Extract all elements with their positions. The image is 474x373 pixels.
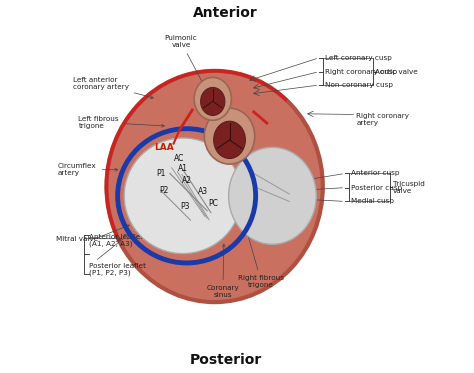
Text: Medial cusp: Medial cusp (351, 198, 394, 204)
Text: Circumflex
artery: Circumflex artery (58, 163, 118, 176)
Ellipse shape (107, 71, 323, 302)
Text: LAA: LAA (155, 143, 174, 152)
Ellipse shape (204, 108, 255, 164)
Ellipse shape (194, 78, 231, 120)
Text: Pulmonic
valve: Pulmonic valve (164, 35, 206, 88)
Ellipse shape (214, 121, 246, 159)
Text: P1: P1 (156, 169, 165, 178)
Text: Aortic valve: Aortic valve (375, 69, 418, 75)
Text: A3: A3 (198, 187, 209, 196)
Text: Posterior leaflet
(P1, P2, P3): Posterior leaflet (P1, P2, P3) (89, 263, 146, 276)
Text: Posterior: Posterior (190, 353, 262, 367)
Text: Right coronary
artery: Right coronary artery (356, 113, 410, 126)
Text: P3: P3 (180, 202, 190, 211)
Ellipse shape (201, 88, 225, 116)
Text: A1: A1 (178, 164, 188, 173)
Text: Non-coronary cusp: Non-coronary cusp (325, 82, 392, 88)
Text: Left coronary cusp: Left coronary cusp (325, 55, 392, 61)
Text: Left fibrous
trigone: Left fibrous trigone (79, 116, 164, 129)
Ellipse shape (228, 147, 316, 244)
Text: Mitral valve: Mitral valve (56, 236, 98, 242)
Text: Right coronary cusp: Right coronary cusp (325, 69, 397, 75)
Ellipse shape (124, 138, 242, 254)
Text: Coronary
sinus: Coronary sinus (207, 244, 239, 298)
Text: AC: AC (174, 154, 184, 163)
Text: Left anterior
coronary artery: Left anterior coronary artery (73, 78, 154, 98)
Text: Tricuspid
valve: Tricuspid valve (392, 181, 424, 194)
Text: Anterior cusp: Anterior cusp (351, 170, 399, 176)
Text: Posterior cusp: Posterior cusp (351, 185, 402, 191)
Text: P2: P2 (160, 186, 169, 195)
Text: Anterior leaflet
(A1, A2, A3): Anterior leaflet (A1, A2, A3) (89, 234, 143, 247)
Text: A2: A2 (182, 176, 191, 185)
Text: PC: PC (208, 199, 218, 208)
Text: Anterior: Anterior (193, 6, 258, 20)
Text: Right fibrous
trigone: Right fibrous trigone (238, 233, 284, 288)
